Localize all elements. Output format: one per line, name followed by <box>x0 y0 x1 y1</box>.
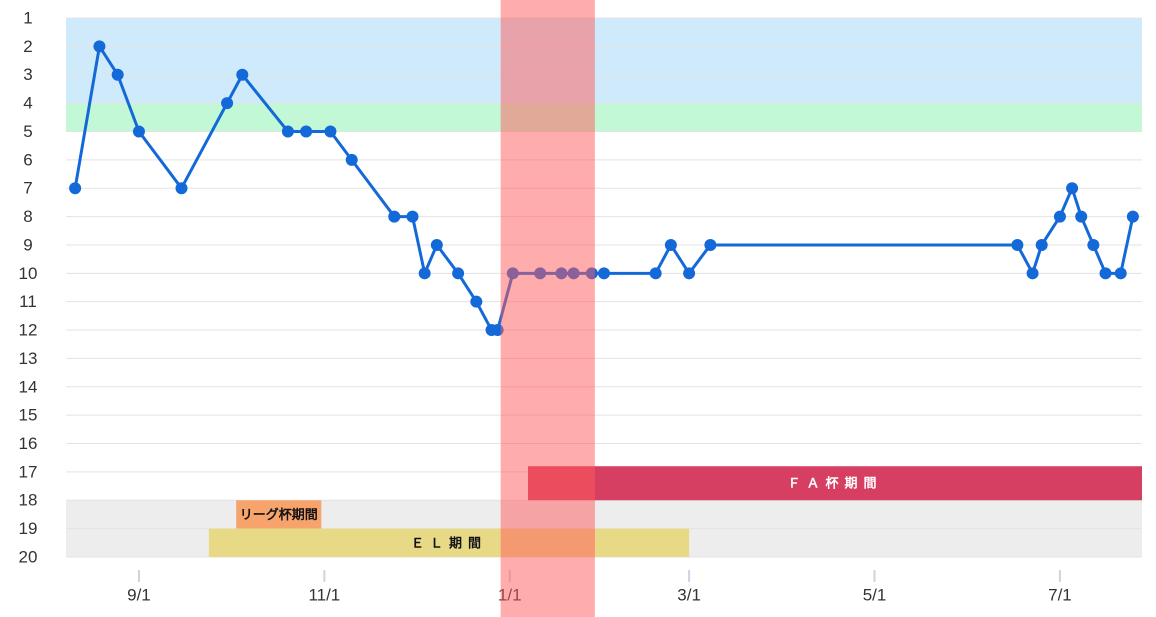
rank-point <box>1011 238 1024 251</box>
rank-point <box>175 182 188 195</box>
rank-point <box>1126 210 1139 223</box>
period-label: ＦＡ杯期間 <box>787 476 882 491</box>
rank-band <box>66 18 1142 104</box>
y-tick-label: 12 <box>19 321 38 340</box>
rank-point <box>649 267 662 280</box>
period-bar <box>528 466 1142 501</box>
rank-point <box>345 153 358 166</box>
rank-point <box>388 210 401 223</box>
y-tick-label: 17 <box>19 462 38 481</box>
y-tick-label: 9 <box>23 235 32 254</box>
y-tick-label: 3 <box>23 65 32 84</box>
rank-point <box>324 125 337 138</box>
rank-point <box>236 68 249 81</box>
rank-band <box>66 103 1142 132</box>
y-tick-label: 19 <box>19 519 38 538</box>
rank-point <box>111 68 124 81</box>
rank-point <box>683 267 696 280</box>
rank-point <box>470 295 483 308</box>
period-bar <box>208 528 690 557</box>
rank-point <box>704 238 717 251</box>
y-tick-label: 15 <box>19 406 38 425</box>
rank-point <box>132 125 145 138</box>
rank-point <box>1035 238 1048 251</box>
rank-point <box>1114 267 1127 280</box>
x-tick-label: 7/1 <box>1048 585 1072 604</box>
y-tick-label: 1 <box>23 8 32 27</box>
highlight-band <box>500 0 595 617</box>
y-tick-label: 18 <box>19 491 38 510</box>
y-tick-label: 10 <box>19 264 38 283</box>
rank-point <box>1099 267 1112 280</box>
y-tick-label: 11 <box>19 292 37 311</box>
rank-point <box>406 210 419 223</box>
y-tick-label: 20 <box>19 547 38 566</box>
rank-point <box>1066 182 1079 195</box>
rank-point <box>418 267 431 280</box>
y-tick-label: 4 <box>23 94 32 113</box>
x-tick-label: 9/1 <box>127 585 151 604</box>
period-label: ＥＬ期間 <box>411 535 487 550</box>
period-label: リーグ杯期間 <box>240 507 318 522</box>
x-tick-label: 5/1 <box>863 585 887 604</box>
rank-point <box>69 182 82 195</box>
x-tick-label: 11/1 <box>308 585 340 604</box>
rank-point <box>491 324 504 337</box>
rank-point <box>452 267 465 280</box>
rank-point <box>1075 210 1088 223</box>
y-tick-label: 14 <box>19 377 38 396</box>
rank-point <box>1026 267 1039 280</box>
rank-point <box>221 97 234 110</box>
y-tick-label: 13 <box>19 349 38 368</box>
rank-point <box>1087 238 1100 251</box>
rank-point <box>300 125 313 138</box>
x-tick-label: 3/1 <box>677 585 701 604</box>
rank-point <box>664 238 677 251</box>
y-tick-label: 16 <box>19 434 38 453</box>
rank-point <box>281 125 294 138</box>
y-tick-label: 5 <box>23 122 32 141</box>
rank-point <box>93 40 106 53</box>
y-tick-label: 8 <box>23 207 32 226</box>
y-tick-label: 6 <box>23 150 32 169</box>
rank-point <box>598 267 610 280</box>
y-tick-label: 7 <box>23 179 32 198</box>
period-bar <box>236 500 322 529</box>
rank-point <box>1053 210 1066 223</box>
y-tick-label: 2 <box>23 37 32 56</box>
rank-point <box>430 238 443 251</box>
